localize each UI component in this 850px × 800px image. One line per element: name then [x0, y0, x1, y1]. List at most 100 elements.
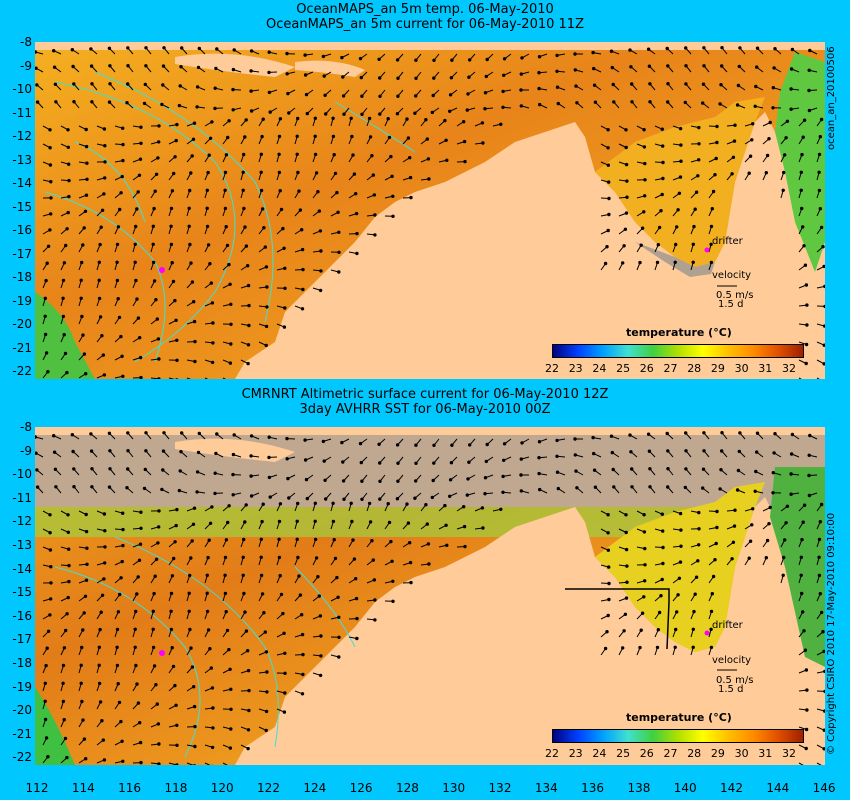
legend-title-2: temperature (°C)	[626, 711, 732, 724]
colorbar-tick: 27	[663, 747, 678, 760]
colorbar-tick: 29	[710, 362, 725, 375]
y-axis-label: -16	[12, 608, 32, 623]
x-axis-label: 126	[349, 781, 373, 795]
y-axis-label: -18	[12, 270, 32, 284]
y-axis-label: -12	[12, 514, 32, 529]
drifter-legend-marker	[704, 247, 710, 253]
colorbar-tick: 25	[616, 362, 631, 375]
y-axis-label: -12	[12, 129, 32, 143]
coral-sea-green	[775, 52, 825, 272]
shelf-area	[635, 242, 715, 277]
y-axis-label: -16	[12, 223, 32, 237]
speed-label-2: 0.5 m/s	[716, 675, 754, 686]
y-axis-label: -13	[12, 538, 32, 552]
colorbar-tick: 23	[568, 747, 583, 760]
y-axis-label: -17	[12, 246, 32, 261]
colorbar-tick: 27	[663, 362, 678, 375]
cool-water-west-2	[35, 687, 75, 765]
northern-land	[35, 42, 825, 50]
gulf-of-carpentaria	[595, 97, 765, 267]
x-axis-label: 116	[118, 781, 142, 795]
y-axis-label: -13	[12, 152, 32, 167]
y-axis-label: -10	[12, 467, 32, 482]
island-timor	[175, 53, 295, 77]
colorbar-tick: 24	[592, 362, 607, 375]
y-axis-label: -17	[12, 632, 32, 647]
y-axis-label: -14	[12, 561, 32, 576]
speed-label-1: 0.5 m/s	[716, 290, 754, 301]
colorbar-tick: 23	[568, 362, 583, 375]
drifter-marker	[159, 267, 165, 273]
y-axis-label: -10	[12, 82, 32, 96]
australia-land-2	[235, 497, 825, 765]
colorbar-tick: 32	[782, 362, 796, 375]
current-arrows	[35, 46, 825, 379]
x-axis-label: 112	[25, 781, 49, 795]
velocity-label-2: velocity	[712, 655, 752, 666]
colorbar-tick: 28	[687, 747, 702, 760]
x-axis-label: 136	[581, 781, 605, 795]
y-axis-label: -19	[12, 679, 32, 694]
x-axis-label: 124	[303, 781, 327, 795]
panel2-title-line2: 3day AVHRR SST for 06-May-2010 00Z	[299, 402, 551, 417]
y-axis-label: -18	[12, 656, 32, 670]
x-axis-label: 132	[488, 781, 512, 795]
legend-title-1: temperature (°C)	[626, 326, 732, 339]
y-axis-label: -20	[12, 703, 32, 718]
colorbar-tick: 24	[592, 747, 607, 760]
x-axis-label: 120	[210, 781, 234, 795]
x-axis-label: 118	[164, 781, 188, 795]
colorbar-tick: 30	[734, 362, 749, 375]
x-axis-label: 144	[766, 781, 790, 795]
y-axis-label: -21	[12, 340, 32, 355]
drifter-label-2: drifter	[712, 620, 743, 631]
colorbar-tick: 25	[616, 747, 631, 760]
australia-land	[235, 112, 825, 379]
map-canvas-1	[35, 42, 825, 379]
map-panel-altimetric	[35, 427, 825, 765]
velocity-label-1: velocity	[712, 270, 752, 281]
colorbar-tick: 32	[782, 747, 796, 760]
cloud-mask	[35, 427, 825, 507]
y-axis-label: -22	[12, 364, 32, 378]
y-axis-label: -20	[12, 317, 32, 331]
x-axis-label: 114	[71, 781, 95, 795]
drifter-label-1: drifter	[712, 236, 743, 247]
x-axis-label: 142	[720, 781, 743, 795]
y-axis-label: -15	[12, 199, 32, 214]
gulf-sst	[595, 482, 765, 652]
colorbar-2	[552, 729, 804, 743]
y-axis-label: -14	[12, 176, 32, 190]
y-axis-label: -8	[20, 420, 32, 434]
northern-land-2	[35, 427, 825, 435]
island-timor-2	[175, 438, 295, 462]
map-canvas-2	[35, 427, 825, 765]
y-axis-label: -21	[12, 726, 32, 741]
drifter-legend-marker-2	[704, 630, 710, 636]
coral-sea-sst	[770, 467, 825, 667]
duration-label-2: 1.5 d	[718, 684, 744, 695]
current-arrows-2	[35, 431, 825, 765]
y-axis-label: -11	[12, 490, 32, 505]
x-axis-label: 146	[812, 781, 836, 795]
colorbar-1	[552, 344, 804, 358]
colorbar-tick: 30	[734, 747, 749, 760]
colorbar-tick: 31	[758, 362, 773, 375]
colorbar-tick: 22	[545, 362, 559, 375]
drifter-marker-2	[159, 650, 165, 656]
y-axis-label: -19	[12, 293, 32, 308]
colorbar-tick: 29	[710, 747, 725, 760]
x-axis-label: 134	[534, 781, 558, 795]
isotherms-2	[54, 536, 356, 758]
y-axis-label: -8	[20, 35, 32, 49]
duration-label-1: 1.5 d	[718, 299, 744, 310]
colorbar-tick: 28	[687, 362, 702, 375]
side-label-2: © Copyright CSIRO 2010 17-May-2010 09:10…	[826, 512, 837, 755]
y-axis-label: -9	[20, 443, 32, 458]
y-axis-label: -22	[12, 750, 32, 765]
colorbar-tick: 26	[639, 362, 654, 375]
x-axis-label: 140	[673, 781, 697, 795]
side-label-1: ocean_an_20100506	[826, 46, 837, 150]
panel1-title-line2: OceanMAPS_an 5m current for 06-May-2010 …	[266, 17, 584, 32]
map-panel-ocean-maps	[35, 42, 825, 379]
